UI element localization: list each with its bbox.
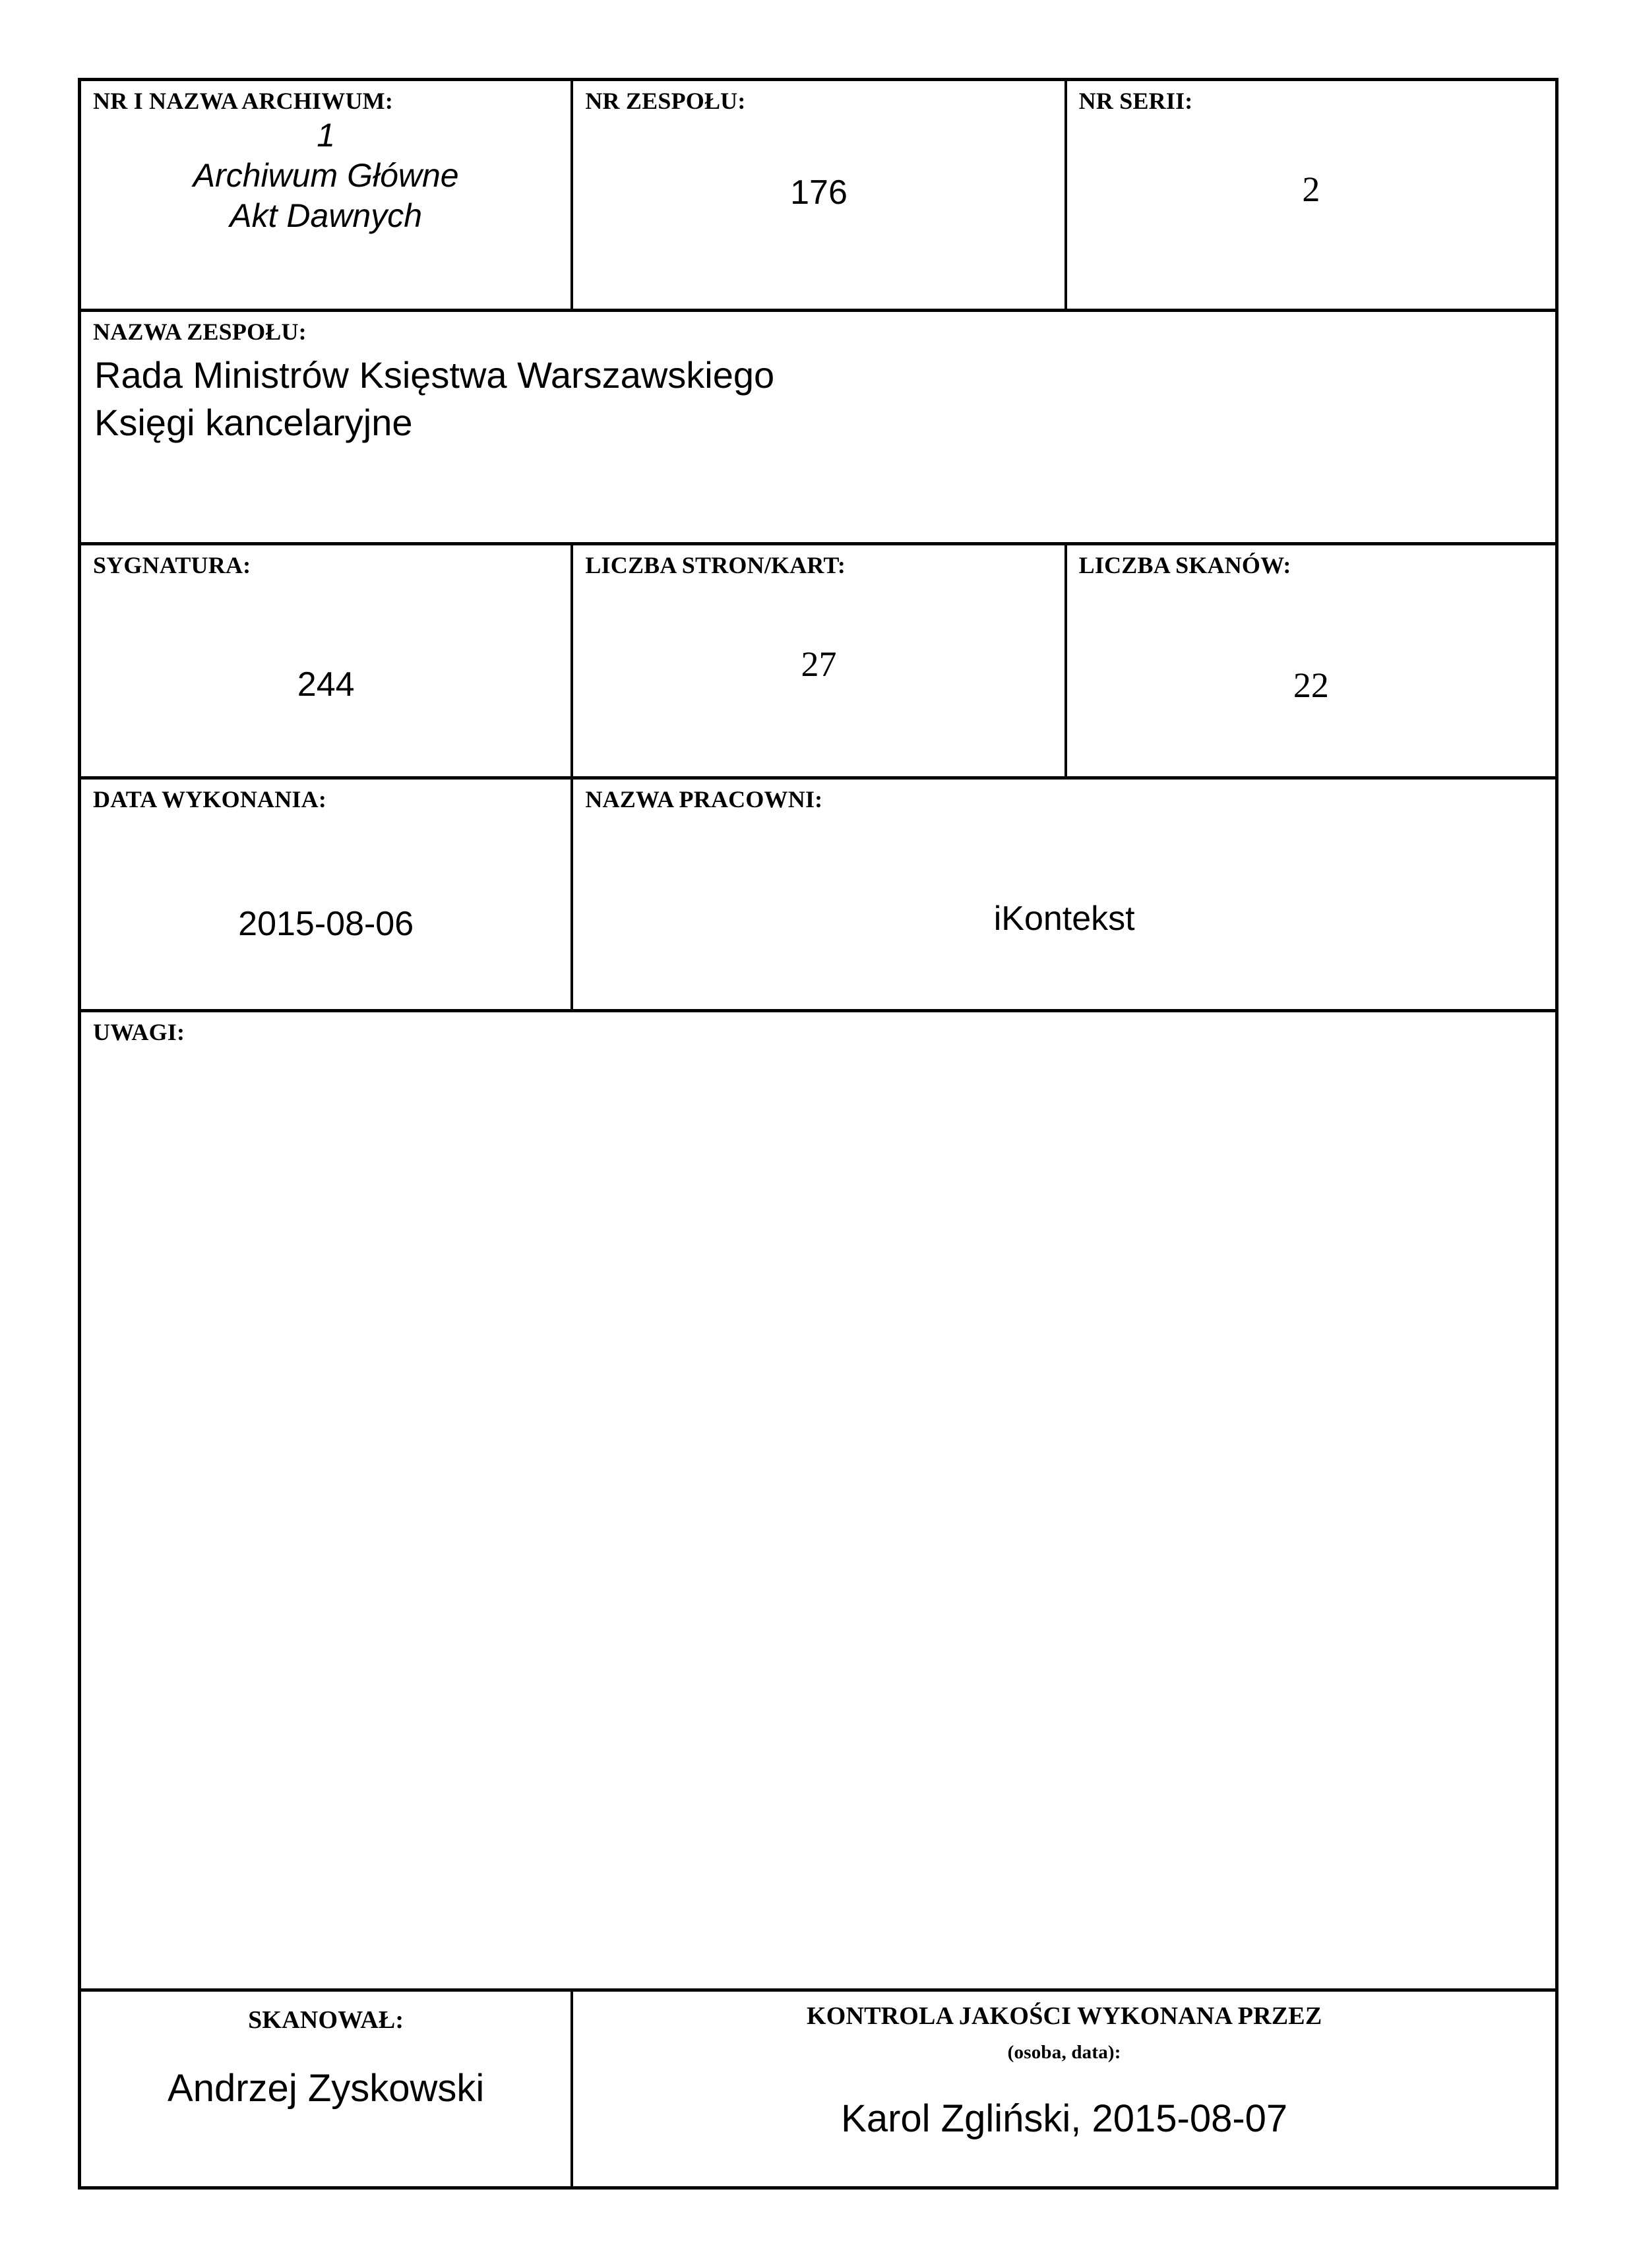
label-fonds-name: NAZWA ZESPOŁU: (93, 319, 307, 345)
value-series-number: 2 (1302, 169, 1320, 209)
field-fonds-name: NAZWA ZESPOŁU: Rada Ministrów Księstwa W… (81, 312, 1555, 542)
form-row-signatures: SKANOWAŁ: Andrzej Zyskowski KONTROLA JAK… (81, 1992, 1555, 2190)
scan-metadata-form: NR I NAZWA ARCHIWUM: 1 Archiwum Główne A… (78, 78, 1558, 2190)
form-row-archive-identification: NR I NAZWA ARCHIWUM: 1 Archiwum Główne A… (81, 81, 1555, 312)
label-signature: SYGNATURA: (93, 552, 251, 578)
value-pages-count: 27 (801, 644, 837, 684)
field-signature: SYGNATURA: 244 (81, 545, 574, 776)
value-fonds-number: 176 (790, 173, 848, 212)
label-scans-count: LICZBA SKANÓW: (1078, 552, 1291, 578)
field-pages-count: LICZBA STRON/KART: 27 (573, 545, 1067, 776)
sublabel-quality-control: (osoba, data): (1007, 2042, 1121, 2063)
label-scanned-by: SKANOWAŁ: (248, 2006, 404, 2034)
field-studio-name: NAZWA PRACOWNI: iKontekst (573, 780, 1555, 1009)
label-pages-count: LICZBA STRON/KART: (585, 552, 846, 578)
value-quality-control: Karol Zgliński, 2015-08-07 (841, 2097, 1288, 2140)
value-signature: 244 (297, 665, 355, 704)
label-series-number: NR SERII: (1078, 88, 1193, 114)
field-scans-count: LICZBA SKANÓW: 22 (1067, 545, 1555, 776)
form-row-counts: SYGNATURA: 244 LICZBA STRON/KART: 27 LIC… (81, 545, 1555, 780)
label-execution-date: DATA WYKONANIA: (93, 786, 327, 812)
value-fonds-name: Rada Ministrów Księstwa Warszawskiego Ks… (94, 354, 775, 443)
value-studio-name: iKontekst (993, 900, 1135, 938)
form-row-execution: DATA WYKONANIA: 2015-08-06 NAZWA PRACOWN… (81, 780, 1555, 1012)
label-remarks: UWAGI: (93, 1019, 185, 1045)
field-remarks: UWAGI: (81, 1012, 1555, 1988)
form-row-fonds-name: NAZWA ZESPOŁU: Rada Ministrów Księstwa W… (81, 312, 1555, 545)
field-quality-control: KONTROLA JAKOŚCI WYKONANA PRZEZ (osoba, … (573, 1992, 1555, 2190)
field-series-number: NR SERII: 2 (1067, 81, 1555, 309)
label-studio-name: NAZWA PRACOWNI: (585, 786, 823, 812)
label-quality-control: KONTROLA JAKOŚCI WYKONANA PRZEZ (806, 2002, 1322, 2030)
value-scans-count: 22 (1293, 665, 1329, 705)
value-archive-number-and-name: 1 Archiwum Główne Akt Dawnych (193, 117, 459, 234)
form-row-remarks: UWAGI: (81, 1012, 1555, 1992)
value-scanned-by: Andrzej Zyskowski (168, 2067, 485, 2110)
label-fonds-number: NR ZESPOŁU: (585, 88, 746, 114)
field-archive-number-and-name: NR I NAZWA ARCHIWUM: 1 Archiwum Główne A… (81, 81, 574, 309)
value-execution-date: 2015-08-06 (238, 905, 414, 943)
field-scanned-by: SKANOWAŁ: Andrzej Zyskowski (81, 1992, 574, 2190)
field-execution-date: DATA WYKONANIA: 2015-08-06 (81, 780, 574, 1009)
field-fonds-number: NR ZESPOŁU: 176 (573, 81, 1067, 309)
label-archive-number-and-name: NR I NAZWA ARCHIWUM: (93, 88, 394, 114)
